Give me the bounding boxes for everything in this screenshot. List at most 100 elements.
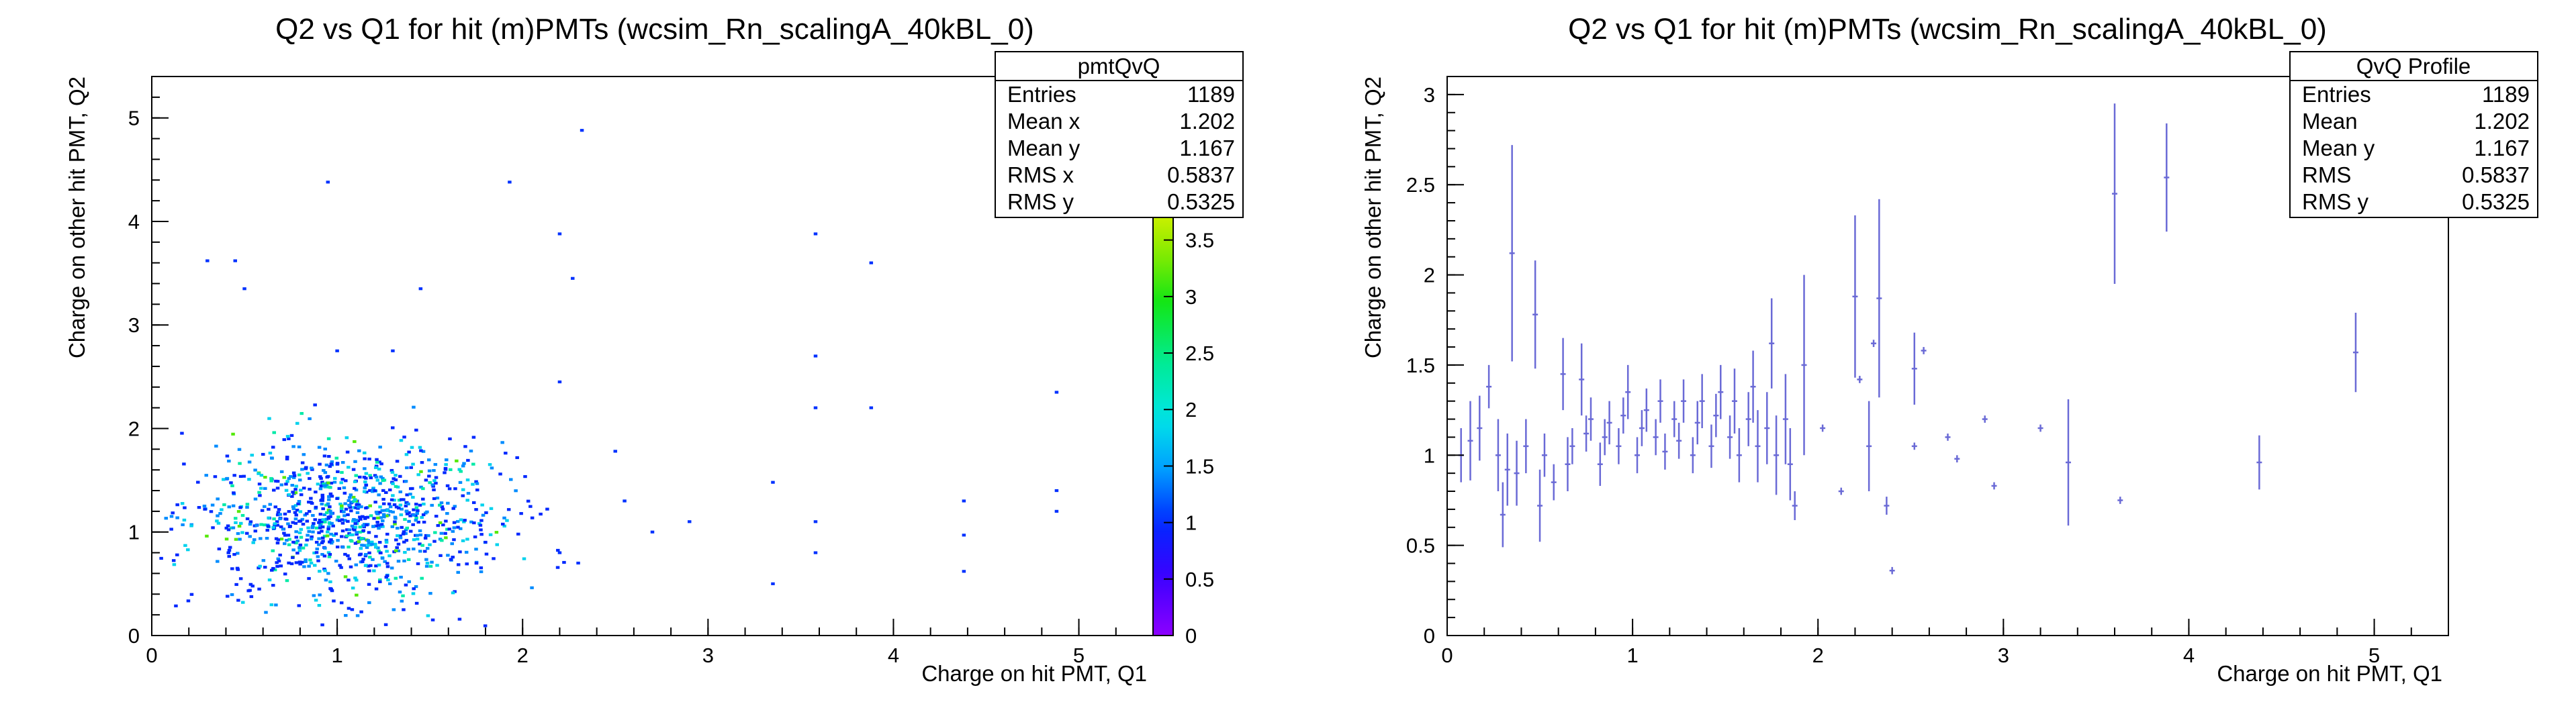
heatmap-cell bbox=[377, 563, 381, 567]
heatmap-cell bbox=[408, 493, 412, 496]
profile-point bbox=[1820, 424, 1826, 432]
heatmap-cell bbox=[376, 523, 380, 527]
heatmap-cell bbox=[326, 481, 330, 485]
heatmap-cell bbox=[557, 551, 562, 554]
heatmap-cell bbox=[204, 474, 208, 477]
heatmap-cell bbox=[226, 524, 230, 527]
heatmap-cell bbox=[411, 462, 415, 466]
heatmap-cell bbox=[334, 532, 338, 536]
heatmap-cell bbox=[400, 599, 404, 603]
heatmap-cell bbox=[320, 496, 325, 499]
profile-point bbox=[1565, 437, 1571, 492]
heatmap-cell bbox=[300, 468, 304, 471]
heatmap-cell bbox=[312, 594, 316, 597]
heatmap-cell bbox=[334, 456, 339, 460]
heatmap-cell bbox=[282, 532, 286, 535]
heatmap-cell bbox=[1054, 391, 1059, 394]
heatmap-cell bbox=[447, 487, 452, 491]
profile-point bbox=[1671, 401, 1677, 438]
profile-point bbox=[1523, 419, 1529, 474]
heatmap-cell bbox=[230, 567, 234, 570]
heatmap-y-tick-label: 2 bbox=[128, 417, 140, 440]
heatmap-cell bbox=[302, 453, 306, 456]
heatmap-cell bbox=[271, 525, 275, 529]
heatmap-cell bbox=[370, 490, 375, 493]
heatmap-cell bbox=[394, 474, 398, 477]
heatmap-cell bbox=[226, 528, 231, 532]
heatmap-cell bbox=[305, 519, 310, 523]
heatmap-cell bbox=[545, 507, 549, 511]
heatmap-cell bbox=[287, 561, 291, 564]
heatmap-cell bbox=[373, 546, 378, 549]
heatmap-cell bbox=[475, 488, 479, 492]
heatmap-cell bbox=[351, 527, 356, 531]
heatmap-cell bbox=[248, 520, 253, 523]
heatmap-cell bbox=[411, 495, 415, 499]
heatmap-cell bbox=[438, 521, 443, 524]
heatmap-cell bbox=[287, 476, 291, 481]
heatmap-cell bbox=[425, 510, 429, 513]
heatmap-cell bbox=[312, 551, 316, 555]
heatmap-cell bbox=[399, 439, 404, 442]
heatmap-cell bbox=[294, 561, 299, 564]
heatmap-cell bbox=[307, 509, 312, 513]
heatmap-cell bbox=[322, 484, 326, 487]
profile-stats-name: QvQ Profile bbox=[2356, 54, 2471, 79]
heatmap-cell bbox=[502, 524, 506, 527]
heatmap-cell bbox=[434, 481, 438, 485]
heatmap-cell bbox=[181, 523, 185, 527]
heatmap-cell bbox=[202, 504, 207, 508]
heatmap-cell bbox=[432, 479, 436, 483]
heatmap-cell bbox=[381, 519, 385, 523]
heatmap-cell bbox=[443, 532, 447, 535]
heatmap-cell bbox=[269, 456, 274, 460]
heatmap-cell bbox=[374, 564, 378, 568]
heatmap-cell bbox=[498, 472, 502, 476]
profile-y-ticks: 0 0.5 1 1.5 2 2.5 3 bbox=[1406, 76, 1464, 648]
heatmap-cell bbox=[407, 519, 411, 523]
heatmap-cell bbox=[197, 506, 201, 509]
heatmap-cell bbox=[287, 510, 291, 513]
heatmap-x-ticks: 0 1 2 3 4 5 bbox=[146, 619, 1154, 667]
heatmap-cell bbox=[335, 545, 340, 549]
heatmap-cell bbox=[253, 468, 257, 472]
profile-point bbox=[1911, 332, 1917, 405]
profile-point bbox=[2352, 313, 2358, 393]
heatmap-cell bbox=[245, 505, 249, 509]
heatmap-cell bbox=[321, 536, 325, 540]
heatmap-cell bbox=[384, 491, 388, 495]
heatmap-cell bbox=[452, 526, 457, 530]
profile-point bbox=[2112, 103, 2117, 285]
heatmap-cell bbox=[455, 519, 460, 523]
heatmap-cell bbox=[340, 521, 345, 525]
heatmap-cell bbox=[320, 623, 324, 627]
heatmap-cell bbox=[448, 437, 452, 441]
profile-point bbox=[1694, 401, 1700, 445]
heatmap-cell bbox=[322, 534, 327, 538]
heatmap-cell bbox=[271, 446, 275, 449]
heatmap-cell bbox=[375, 521, 379, 524]
heatmap-cell bbox=[343, 519, 347, 522]
heatmap-cell bbox=[326, 181, 330, 184]
heatmap-cell bbox=[227, 554, 232, 558]
heatmap-cell bbox=[329, 538, 333, 542]
heatmap-cell bbox=[407, 580, 411, 583]
heatmap-cell bbox=[335, 462, 340, 466]
heatmap-cell bbox=[236, 568, 240, 571]
heatmap-cell bbox=[276, 557, 281, 560]
heatmap-cell bbox=[386, 509, 390, 512]
heatmap-cell bbox=[371, 558, 375, 561]
heatmap-cell bbox=[272, 489, 276, 492]
heatmap-cell bbox=[515, 456, 519, 460]
heatmap-cell bbox=[234, 538, 238, 541]
heatmap-cell bbox=[297, 549, 302, 552]
heatmap-cell bbox=[391, 510, 395, 514]
heatmap-cell bbox=[380, 556, 385, 560]
heatmap-cell bbox=[315, 547, 320, 551]
profile-point bbox=[1532, 260, 1538, 369]
heatmap-cell bbox=[234, 583, 238, 587]
heatmap-cell bbox=[373, 542, 377, 546]
heatmap-cell bbox=[278, 517, 282, 521]
heatmap-cell bbox=[406, 548, 410, 551]
